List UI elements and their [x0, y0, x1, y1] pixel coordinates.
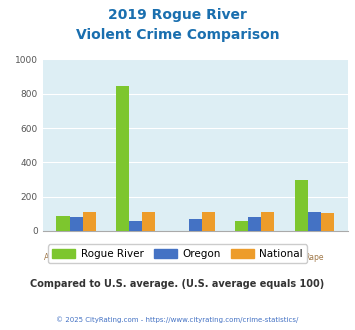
Bar	[116, 86, 129, 231]
Bar	[142, 213, 155, 231]
Text: 2019 Rogue River: 2019 Rogue River	[108, 8, 247, 22]
Text: Violent Crime Comparison: Violent Crime Comparison	[76, 28, 279, 42]
Bar	[70, 217, 83, 231]
Legend: Rogue River, Oregon, National: Rogue River, Oregon, National	[48, 245, 307, 263]
Bar	[248, 217, 261, 231]
Bar	[235, 221, 248, 231]
Bar	[129, 221, 142, 231]
Bar	[308, 212, 321, 231]
Text: Robbery: Robbery	[179, 253, 211, 262]
Bar	[321, 213, 334, 231]
Text: All Violent Crime: All Violent Crime	[44, 253, 108, 262]
Bar	[202, 213, 215, 231]
Text: © 2025 CityRating.com - https://www.cityrating.com/crime-statistics/: © 2025 CityRating.com - https://www.city…	[56, 317, 299, 323]
Bar	[56, 215, 70, 231]
Bar	[295, 180, 308, 231]
Text: Murder & Mans...: Murder & Mans...	[103, 244, 168, 253]
Text: Compared to U.S. average. (U.S. average equals 100): Compared to U.S. average. (U.S. average …	[31, 279, 324, 289]
Text: Aggravated Assault: Aggravated Assault	[217, 244, 293, 253]
Text: Rape: Rape	[305, 253, 324, 262]
Bar	[83, 212, 96, 231]
Bar	[261, 213, 274, 231]
Bar	[189, 219, 202, 231]
